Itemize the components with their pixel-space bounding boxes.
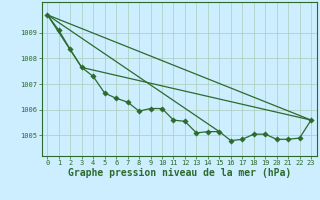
X-axis label: Graphe pression niveau de la mer (hPa): Graphe pression niveau de la mer (hPa) [68,168,291,178]
